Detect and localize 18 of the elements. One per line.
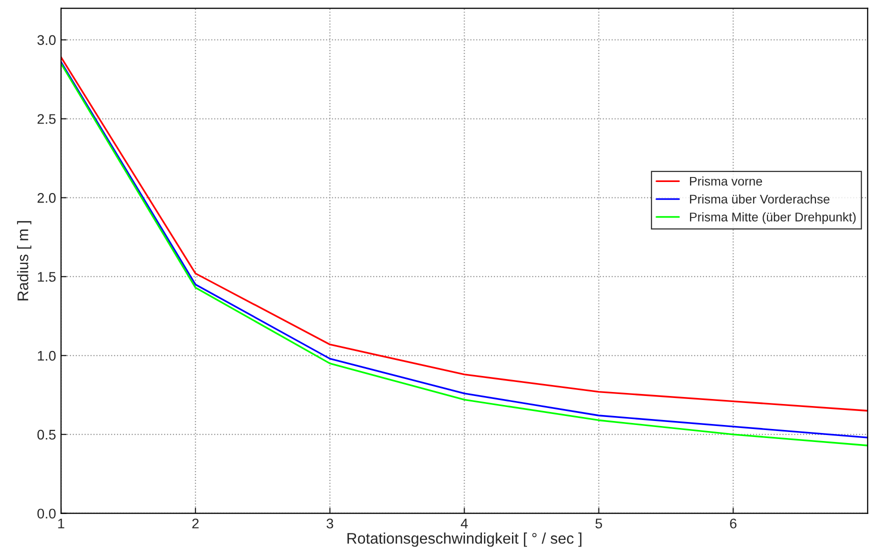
- y-tick-label: 2.5: [38, 114, 56, 124]
- y-tick-label: 1.5: [38, 272, 56, 282]
- y-tick-label: 3.0: [37, 35, 56, 46]
- y-tick-label: 0.0: [37, 508, 56, 519]
- x-tick-label: 3: [326, 518, 334, 528]
- y-axis-title: Radius [ m ]: [17, 221, 32, 300]
- y-tick-label: 2.0: [38, 193, 56, 203]
- legend-label: Prisma vorne: [690, 176, 762, 186]
- x-tick-label: 4: [460, 518, 468, 528]
- legend-label: Prisma über Vorderachse: [690, 194, 830, 204]
- x-tick-label: 2: [192, 518, 199, 528]
- y-tick-label: 0.5: [37, 430, 56, 440]
- legend-label: Prisma Mitte (über Drehpunkt): [690, 212, 856, 224]
- x-tick-label: 1: [58, 518, 64, 528]
- x-tick-label: 6: [730, 518, 736, 528]
- x-tick-label: 5: [595, 518, 602, 528]
- y-tick-label: 1.0: [38, 350, 56, 361]
- x-axis-title: Rotationsgeschwindigkeit [ ° / sec ]: [347, 532, 582, 547]
